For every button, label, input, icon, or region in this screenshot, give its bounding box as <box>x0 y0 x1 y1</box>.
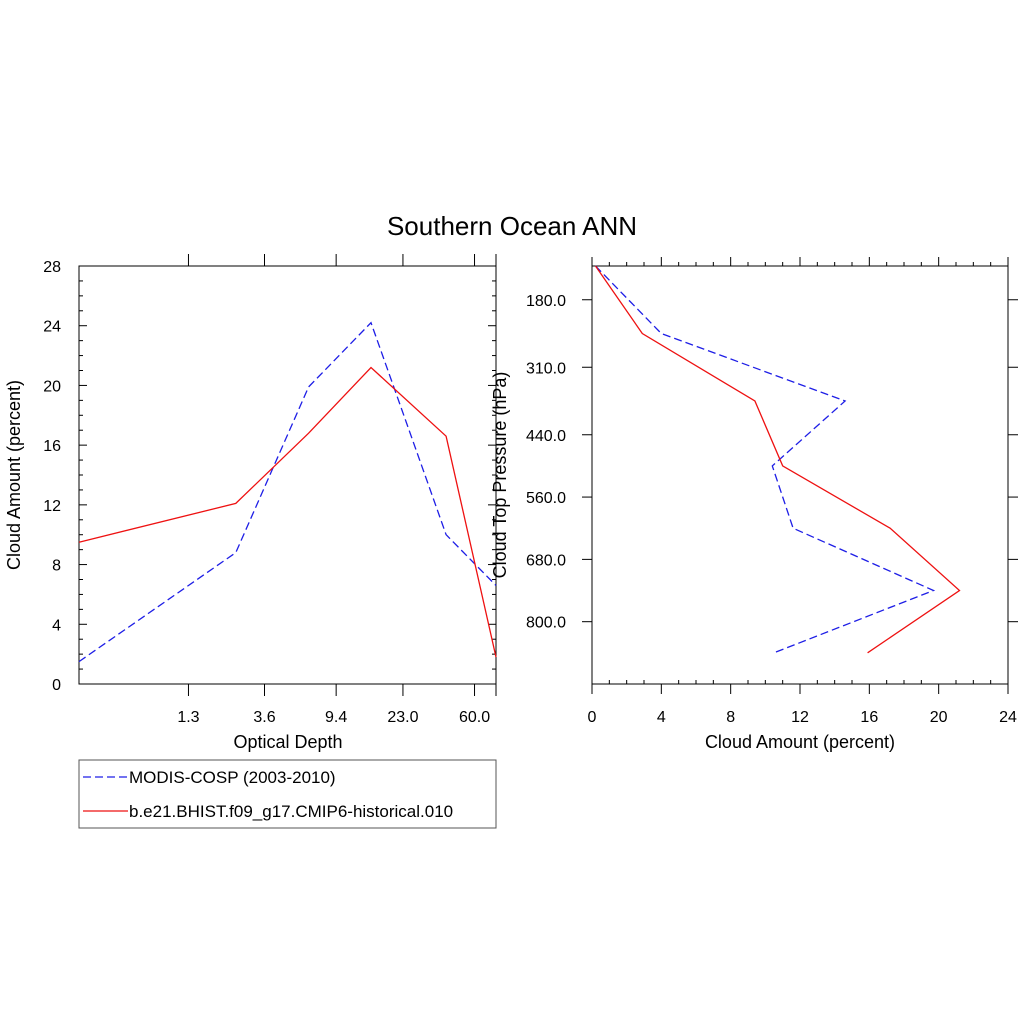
right-y-tick-label: 440.0 <box>526 428 566 445</box>
right-series <box>594 265 961 654</box>
legend: MODIS-COSP (2003-2010) b.e21.BHIST.f09_g… <box>78 759 497 829</box>
right-x-tick-label: 0 <box>588 709 597 726</box>
left-series-line-obs <box>78 321 497 663</box>
left-y-axis-label: Cloud Amount (percent) <box>4 380 24 570</box>
right-y-tick-label: 680.0 <box>526 552 566 569</box>
right-x-axis-label: Cloud Amount (percent) <box>705 732 895 752</box>
right-ticks: 0 4 8 12 16 20 24 180.0 310.0 440.0 560.0 680.0 800.… <box>526 257 1018 726</box>
left-x-axis-label: Optical Depth <box>233 732 342 752</box>
right-y-tick-label: 800.0 <box>526 615 566 632</box>
right-x-tick-label: 20 <box>930 709 948 726</box>
left-panel: 0 4 8 12 16 20 24 28 1.3 3.6 9.4 23.0 60.0 Optical D… <box>4 254 497 752</box>
left-series-line-model <box>78 366 497 658</box>
left-plot-frame <box>78 265 497 685</box>
right-y-tick-label: 560.0 <box>526 490 566 507</box>
left-y-tick-label: 24 <box>43 319 61 336</box>
right-y-axis-label: Cloud Top Pressure (hPa) <box>490 372 510 579</box>
left-y-tick-label: 20 <box>43 378 61 395</box>
right-plot-frame <box>591 265 1009 685</box>
right-x-tick-label: 4 <box>657 709 666 726</box>
left-x-tick-label: 1.3 <box>177 709 199 726</box>
left-x-tick-label: 3.6 <box>253 709 275 726</box>
right-series-line-model <box>594 265 961 654</box>
right-x-tick-label: 12 <box>791 709 809 726</box>
left-y-tick-label: 8 <box>52 558 61 575</box>
legend-box <box>78 759 497 829</box>
left-x-tick-label: 9.4 <box>325 709 347 726</box>
left-y-tick-label: 0 <box>52 677 61 694</box>
left-x-tick-label: 23.0 <box>387 709 418 726</box>
left-x-tick-label: 60.0 <box>459 709 490 726</box>
right-y-tick-label: 180.0 <box>526 293 566 310</box>
right-panel: 0 4 8 12 16 20 24 180.0 310.0 440.0 560.0 680.0 800.… <box>490 257 1018 752</box>
left-y-tick-label: 4 <box>52 617 61 634</box>
left-ticks: 0 4 8 12 16 20 24 28 1.3 3.6 9.4 23.0 60.0 <box>43 254 497 726</box>
left-y-tick-label: 28 <box>43 259 61 276</box>
left-y-tick-label: 12 <box>43 498 61 515</box>
right-y-tick-label: 310.0 <box>526 360 566 377</box>
chart-title: Southern Ocean ANN <box>387 211 637 241</box>
right-series-line-obs <box>595 265 936 654</box>
right-x-tick-label: 8 <box>726 709 735 726</box>
legend-label-model: b.e21.BHIST.f09_g17.CMIP6-historical.010 <box>129 802 453 821</box>
right-x-tick-label: 16 <box>860 709 878 726</box>
legend-label-obs: MODIS-COSP (2003-2010) <box>129 768 336 787</box>
left-y-tick-label: 16 <box>43 438 61 455</box>
left-series <box>78 321 497 663</box>
right-x-tick-label: 24 <box>999 709 1017 726</box>
